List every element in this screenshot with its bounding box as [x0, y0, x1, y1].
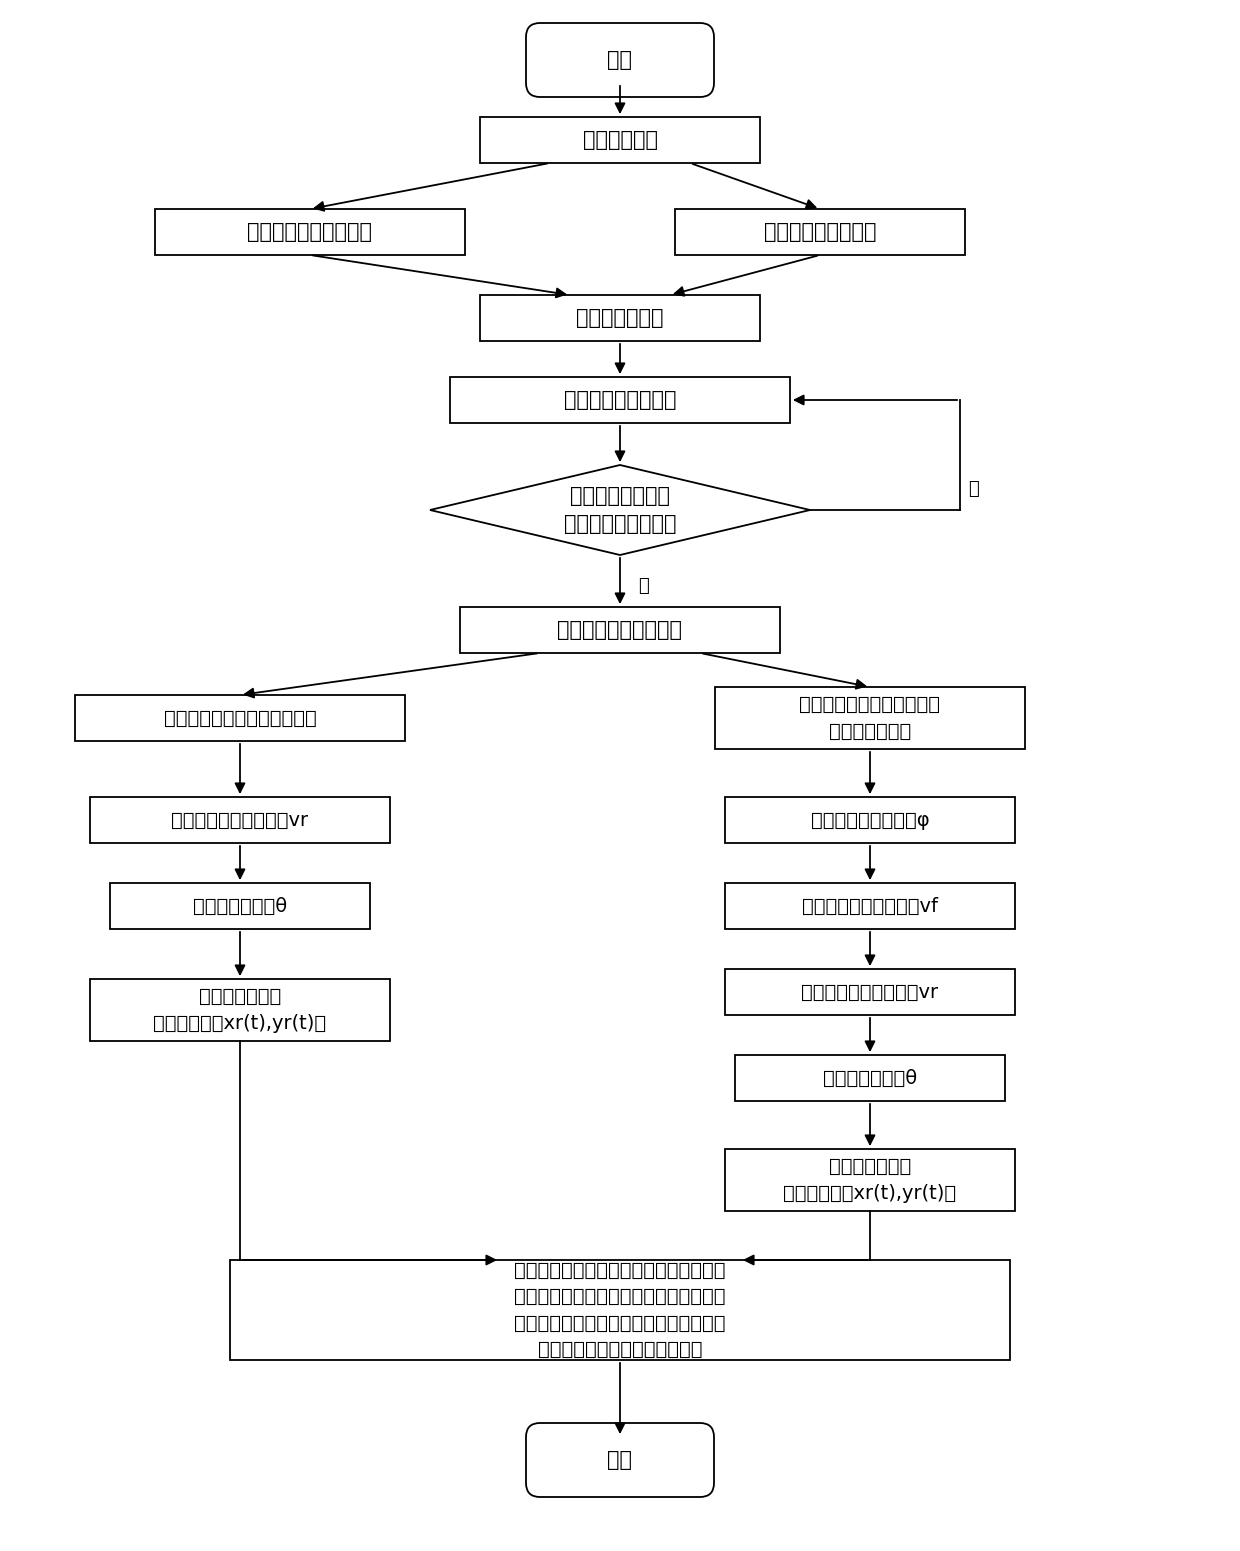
Polygon shape: [430, 465, 810, 555]
Text: 否: 否: [968, 479, 978, 498]
FancyBboxPatch shape: [675, 209, 965, 254]
FancyBboxPatch shape: [450, 377, 790, 423]
Text: 推算后轮轴中心点速度vr: 推算后轮轴中心点速度vr: [801, 982, 939, 1002]
FancyBboxPatch shape: [155, 209, 465, 254]
FancyBboxPatch shape: [91, 979, 391, 1041]
Text: 建立泊车坐标系: 建立泊车坐标系: [577, 309, 663, 327]
FancyBboxPatch shape: [725, 969, 1016, 1014]
Text: 是否满足平行位或
垂直位泊车尺寸标准: 是否满足平行位或 垂直位泊车尺寸标准: [564, 485, 676, 534]
Text: 获取左右后轮轮速传感器数据: 获取左右后轮轮速传感器数据: [164, 709, 316, 727]
Text: 计算前轮中心转向角φ: 计算前轮中心转向角φ: [811, 811, 929, 830]
FancyBboxPatch shape: [725, 883, 1016, 929]
FancyBboxPatch shape: [526, 23, 714, 98]
Text: 推算后轮轴中心点速度vr: 推算后轮轴中心点速度vr: [171, 811, 309, 830]
Text: 计算前轮轴中心点速度vf: 计算前轮轴中心点速度vf: [802, 896, 937, 915]
FancyBboxPatch shape: [480, 116, 760, 163]
Text: 推算车辆航向角θ: 推算车辆航向角θ: [193, 896, 288, 915]
Text: 是: 是: [639, 577, 649, 596]
FancyBboxPatch shape: [735, 1055, 1004, 1101]
Text: 泊车车辆初始位置计算: 泊车车辆初始位置计算: [558, 620, 682, 641]
FancyBboxPatch shape: [480, 295, 760, 341]
Text: 计算后轮轴中心
点运动轨迹（xr(t),yr(t)）: 计算后轮轴中心 点运动轨迹（xr(t),yr(t)）: [154, 988, 326, 1033]
Text: 获取超声波传感器数据: 获取超声波传感器数据: [248, 222, 372, 242]
FancyBboxPatch shape: [229, 1259, 1011, 1360]
FancyBboxPatch shape: [725, 1149, 1016, 1211]
Text: 获取轮速传感器数据: 获取轮速传感器数据: [764, 222, 877, 242]
FancyBboxPatch shape: [110, 883, 370, 929]
Text: 计算后轮轴中心
点运动轨迹（xr(t),yr(t)）: 计算后轮轴中心 点运动轨迹（xr(t),yr(t)）: [784, 1157, 956, 1202]
Text: 推算车辆航向角θ: 推算车辆航向角θ: [823, 1069, 918, 1087]
FancyBboxPatch shape: [91, 797, 391, 844]
Text: 泊车位空间尺寸计算: 泊车位空间尺寸计算: [564, 389, 676, 409]
FancyBboxPatch shape: [460, 606, 780, 653]
Text: 开始: 开始: [608, 50, 632, 70]
Text: 启动泊车系统: 启动泊车系统: [583, 130, 657, 150]
FancyBboxPatch shape: [526, 1422, 714, 1497]
Text: 获取左右前轮轮速传感器及
方向盘转角信息: 获取左右前轮轮速传感器及 方向盘转角信息: [800, 695, 940, 741]
FancyBboxPatch shape: [725, 797, 1016, 844]
FancyBboxPatch shape: [715, 687, 1025, 749]
FancyBboxPatch shape: [74, 695, 405, 741]
Text: 结束: 结束: [608, 1450, 632, 1470]
Text: 根据数据异常检测算法，检测前轮数据异
常。若前轮数据正确，则直接用前轮数据
计算后轮轴中心点运动轨迹，否则用后轮
数据计算后轮轴中心点运动轨迹: 根据数据异常检测算法，检测前轮数据异 常。若前轮数据正确，则直接用前轮数据 计算…: [515, 1261, 725, 1359]
